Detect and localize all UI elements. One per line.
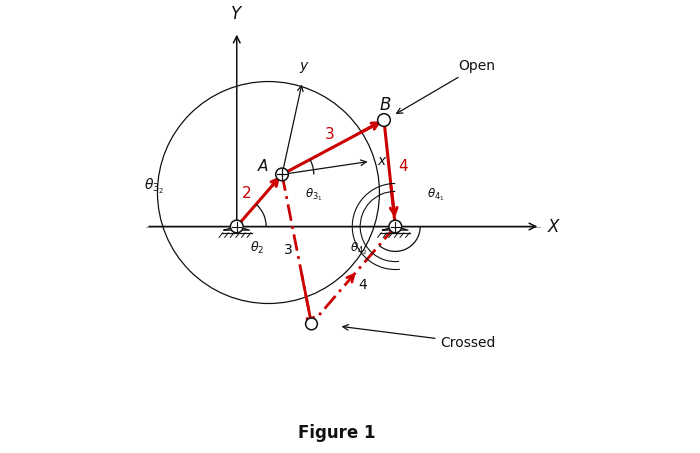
Text: $x$: $x$ [377,154,388,168]
Text: $4$: $4$ [358,278,368,292]
Text: $A$: $A$ [257,158,270,174]
Text: $X$: $X$ [547,217,561,236]
Text: $B$: $B$ [379,96,392,114]
Text: Open: Open [397,59,496,113]
Text: $3$: $3$ [284,243,293,257]
Polygon shape [224,226,249,230]
Text: $2$: $2$ [241,185,251,201]
Text: $\theta_{4_1}$: $\theta_{4_1}$ [427,186,444,202]
Circle shape [377,114,391,126]
Text: $4$: $4$ [398,158,409,174]
Text: Figure 1: Figure 1 [298,424,375,442]
Text: $\theta_{4_2}$: $\theta_{4_2}$ [350,241,368,257]
Text: Crossed: Crossed [343,325,496,350]
Circle shape [230,220,243,233]
Text: $\theta_{3_2}$: $\theta_{3_2}$ [144,177,164,196]
Text: $3$: $3$ [324,126,335,142]
Circle shape [276,168,288,181]
Text: $y$: $y$ [300,60,310,75]
Circle shape [389,220,402,233]
Text: $Y$: $Y$ [230,5,244,23]
Text: $\theta_{3_1}$: $\theta_{3_1}$ [304,186,322,202]
Polygon shape [383,226,408,230]
Circle shape [306,318,317,330]
Text: $\theta_2$: $\theta_2$ [251,240,265,255]
